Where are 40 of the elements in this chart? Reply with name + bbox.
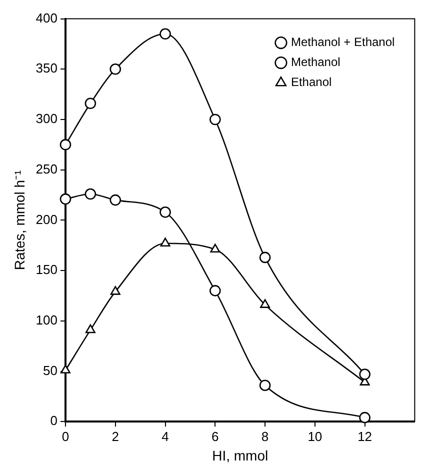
legend-label: Ethanol	[290, 75, 332, 90]
x-axis-title: HI, mmol	[212, 447, 268, 464]
legend-label: Methanol + Ethanol	[290, 35, 395, 50]
y-tick-label: 400	[36, 10, 58, 26]
point	[210, 114, 221, 126]
x-tick-label: 2	[112, 428, 119, 444]
point	[84, 188, 96, 200]
point	[110, 64, 122, 75]
x-tick-label: 0	[62, 428, 70, 444]
point	[260, 299, 270, 308]
y-tick-label: 350	[36, 60, 58, 76]
x-tick-label: 8	[261, 428, 269, 444]
legend-label: Methanol	[290, 55, 340, 70]
y-tick-label: 0	[50, 413, 58, 428]
x-tick-label: 4	[162, 428, 169, 444]
point	[110, 194, 122, 206]
x-tick-label: 10	[308, 428, 322, 444]
y-tick-label: 50	[43, 362, 58, 378]
point	[110, 286, 120, 295]
point	[85, 324, 96, 334]
point	[160, 28, 171, 40]
point	[160, 206, 171, 218]
y-tick-label: 100	[36, 312, 58, 328]
y-tick-label: 300	[36, 111, 58, 126]
point	[359, 412, 370, 424]
x-tick-label: 12	[358, 428, 372, 444]
point	[84, 98, 96, 110]
x-tick-label: 6	[212, 428, 219, 444]
y-tick-label: 200	[36, 212, 58, 227]
point	[210, 285, 221, 296]
point	[259, 380, 271, 391]
y-tick-label: 150	[36, 262, 58, 278]
point	[259, 252, 271, 264]
y-tick-label: 250	[36, 161, 58, 176]
point	[359, 368, 370, 380]
point	[60, 193, 72, 205]
point	[60, 139, 72, 150]
y-axis-title: Rates, mmol h⁻¹	[11, 170, 28, 270]
point	[210, 244, 220, 253]
point	[160, 238, 170, 247]
